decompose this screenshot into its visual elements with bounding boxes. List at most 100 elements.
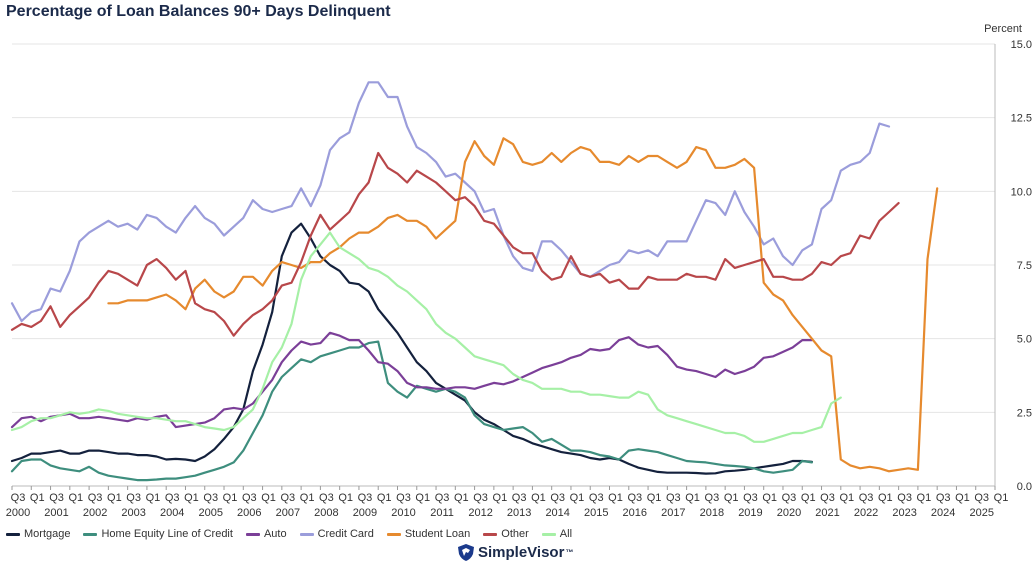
x-tick-label: Q1 (955, 492, 970, 504)
series-line-all (10, 231, 842, 443)
y-tick-label: 0.0 (1017, 481, 1032, 493)
x-year-label: 2015 (584, 507, 608, 519)
x-tick-label: Q3 (88, 492, 103, 504)
x-tick-label: Q3 (897, 492, 912, 504)
x-tick-label: Q3 (512, 492, 527, 504)
legend: Mortgage Home Equity Line of Credit Auto Cr… (6, 526, 585, 542)
x-tick-label: Q1 (338, 492, 353, 504)
x-year-label: 2020 (777, 507, 801, 519)
x-year-label: 2013 (507, 507, 531, 519)
legend-item[interactable]: All (541, 528, 573, 540)
x-tick-label: Q1 (839, 492, 854, 504)
x-tick-label: Q3 (319, 492, 334, 504)
x-tick-label: Q3 (782, 492, 797, 504)
legend-item[interactable]: Credit Card (299, 528, 374, 540)
x-tick-label: Q3 (705, 492, 720, 504)
x-year-label: 2023 (892, 507, 916, 519)
x-year-label: 2000 (6, 507, 30, 519)
legend-label: Home Equity Line of Credit (101, 528, 233, 540)
x-year-label: 2019 (738, 507, 762, 519)
x-year-label: 2003 (121, 507, 145, 519)
chart-title: Percentage of Loan Balances 90+ Days Del… (6, 3, 391, 20)
x-year-label: 2018 (700, 507, 724, 519)
series-line-other (10, 151, 900, 337)
x-tick-label: Q3 (396, 492, 411, 504)
x-tick-label: Q3 (743, 492, 758, 504)
shield-icon (458, 544, 474, 561)
x-tick-label: Q1 (146, 492, 161, 504)
series-line-auto (10, 331, 814, 429)
x-year-label: 2025 (969, 507, 993, 519)
legend-swatch (6, 532, 20, 536)
x-year-label: 2011 (430, 507, 454, 519)
legend-swatch (83, 532, 98, 536)
x-tick-label: Q1 (107, 492, 122, 504)
legend-swatch (483, 532, 498, 536)
axes: 0.0 2.5 5.0 7.5 10.0 12.5 15.0 Percent Q3 Q1 Q3 Q1 Q… (6, 23, 1032, 519)
x-tick-label: Q3 (126, 492, 141, 504)
legend-swatch (541, 532, 556, 536)
x-tick-label: Q3 (203, 492, 218, 504)
x-tick-label: Q3 (589, 492, 604, 504)
x-tick-label: Q3 (627, 492, 642, 504)
x-year-label: 2008 (314, 507, 338, 519)
x-tick-label: Q3 (49, 492, 64, 504)
x-tick-label: Q3 (550, 492, 565, 504)
series-line-credit-card (10, 81, 891, 323)
x-tick-label: Q1 (30, 492, 45, 504)
x-tick-label: Q3 (280, 492, 295, 504)
legend-label: All (559, 528, 573, 540)
x-year-label: 2022 (854, 507, 878, 519)
legend-swatch (299, 532, 314, 536)
x-tick-label: Q1 (531, 492, 546, 504)
series-line-home-equity-line-of-credit (10, 340, 814, 482)
x-year-label: 2024 (931, 507, 955, 519)
x-year-label: 2004 (160, 507, 184, 519)
x-year-label: 2005 (199, 507, 223, 519)
x-tick-label: Q3 (242, 492, 257, 504)
x-year-label: 2002 (83, 507, 107, 519)
x-tick-label: Q1 (762, 492, 777, 504)
legend-label: Other (501, 528, 529, 540)
x-tick-label: Q1 (917, 492, 932, 504)
y-tick-label: 2.5 (1017, 407, 1032, 419)
x-tick-label: Q3 (11, 492, 26, 504)
x-year-label: 2016 (623, 507, 647, 519)
legend-item[interactable]: Auto (245, 528, 287, 540)
x-tick-label: Q1 (570, 492, 585, 504)
x-tick-label: Q1 (300, 492, 315, 504)
x-tick-label: Q1 (994, 492, 1009, 504)
legend-label: Student Loan (404, 528, 471, 540)
x-tick-label: Q1 (724, 492, 739, 504)
legend-item[interactable]: Home Equity Line of Credit (83, 528, 233, 540)
x-tick-label: Q1 (608, 492, 623, 504)
legend-label: Auto (263, 528, 287, 540)
x-tick-label: Q3 (165, 492, 180, 504)
x-tick-label: Q3 (974, 492, 989, 504)
x-tick-label: Q1 (493, 492, 508, 504)
x-year-label: 2006 (237, 507, 261, 519)
x-tick-label: Q3 (358, 492, 373, 504)
legend-swatch (386, 532, 401, 536)
x-tick-label: Q3 (820, 492, 835, 504)
x-year-label: 2001 (44, 507, 68, 519)
x-tick-label: Q3 (473, 492, 488, 504)
x-year-label: 2014 (545, 507, 569, 519)
legend-item[interactable]: Mortgage (6, 528, 70, 540)
brand-logo: SimpleVisor ™ (458, 544, 573, 561)
x-tick-label: Q3 (859, 492, 874, 504)
legend-item[interactable]: Student Loan (386, 528, 471, 540)
x-year-label: 2012 (468, 507, 492, 519)
x-tick-label: Q1 (223, 492, 238, 504)
x-tick-label: Q1 (377, 492, 392, 504)
x-tick-label: Q1 (68, 492, 83, 504)
brand-name: SimpleVisor (478, 544, 565, 561)
legend-label: Credit Card (317, 528, 374, 540)
chart-plot-area: 0.0 2.5 5.0 7.5 10.0 12.5 15.0 Percent Q3 Q1 Q3 Q1 Q… (6, 23, 1032, 519)
x-year-label: 2009 (353, 507, 377, 519)
x-year-label: 2007 (276, 507, 300, 519)
y-tick-label: 12.5 (1011, 113, 1032, 125)
x-tick-label: Q1 (454, 492, 469, 504)
x-year-label: 2021 (815, 507, 839, 519)
legend-item[interactable]: Other (483, 528, 529, 540)
